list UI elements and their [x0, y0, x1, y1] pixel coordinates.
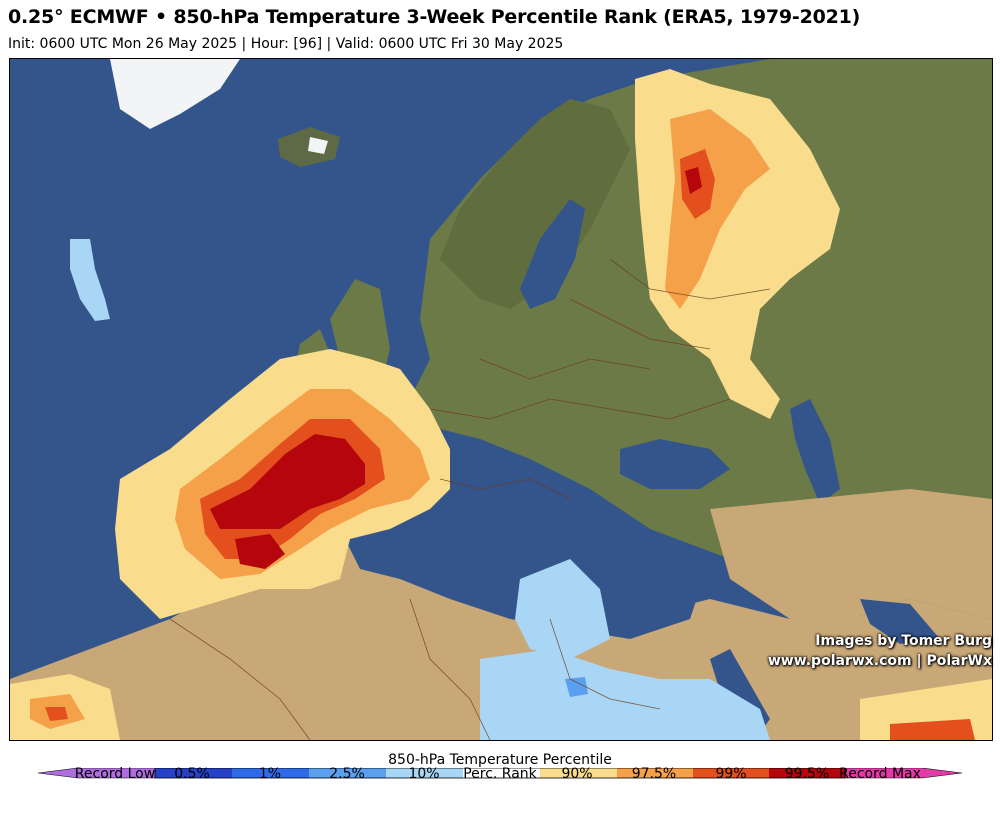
country-borders	[169, 258, 771, 740]
anomaly-p10-med	[515, 559, 610, 659]
colorbar-label-p99: 99%	[715, 766, 747, 782]
colorbar-label-p90: 90%	[561, 766, 593, 782]
anomaly-p25-libya	[565, 677, 588, 697]
colorbar-p05	[155, 768, 232, 778]
anomaly-p99-sw	[45, 707, 68, 721]
land-greenland	[110, 59, 240, 129]
colorbar	[37, 768, 963, 779]
colorbar-label-perc-rank: Perc. Rank	[463, 766, 537, 782]
colorbar-p995	[769, 768, 845, 778]
colorbar-p975	[617, 768, 693, 778]
anomaly-p99-se	[890, 719, 975, 740]
map-canvas	[10, 59, 992, 740]
credit-website: www.polarwx.com | PolarWx	[767, 653, 992, 669]
colorbar-label-p10: 10%	[408, 766, 440, 782]
anomaly-p995-west	[210, 434, 365, 529]
colorbar-label-p1: 1%	[258, 766, 282, 782]
colorbar-label-record-low: Record Low	[74, 766, 156, 782]
colorbar-label-p995: 99.5%	[784, 766, 830, 782]
anomaly-p10-libya	[480, 649, 770, 740]
colorbar-p90	[540, 768, 617, 778]
credit-author: Images by Tomer Burg	[815, 633, 992, 649]
colorbar-label-p975: 97.5%	[631, 766, 677, 782]
colorbar-title: 850-hPa Temperature Percentile	[388, 752, 612, 768]
colorbar-neutral	[463, 768, 540, 778]
anomaly-p995-sw	[235, 534, 285, 569]
colorbar-p99	[693, 768, 769, 778]
colorbar-label-p25: 2.5%	[329, 766, 365, 782]
sea-black	[620, 439, 730, 489]
sea-gulf	[860, 599, 940, 644]
colorbar-label-p05: 0.5%	[174, 766, 210, 782]
chart-title: 0.25° ECMWF • 850-hPa Temperature 3-Week…	[8, 6, 861, 28]
sea-caspian	[790, 399, 840, 504]
chart-subtitle: Init: 0600 UTC Mon 26 May 2025 | Hour: […	[8, 36, 564, 52]
colorbar-p25	[309, 768, 386, 778]
colorbar-p10	[386, 768, 463, 778]
colorbar-p1	[232, 768, 309, 778]
anomaly-p995-east	[685, 167, 702, 194]
anomaly-p10-atlantic	[70, 239, 110, 321]
map-panel	[9, 58, 993, 741]
colorbar-outline	[154, 768, 846, 779]
land-middle-east	[710, 489, 992, 619]
sea-baltic	[520, 199, 585, 309]
land-scandinavia	[440, 99, 630, 309]
sea-mediterranean	[340, 499, 700, 639]
ice-iceland	[308, 137, 328, 154]
colorbar-label-record-max: Record Max	[839, 766, 921, 782]
